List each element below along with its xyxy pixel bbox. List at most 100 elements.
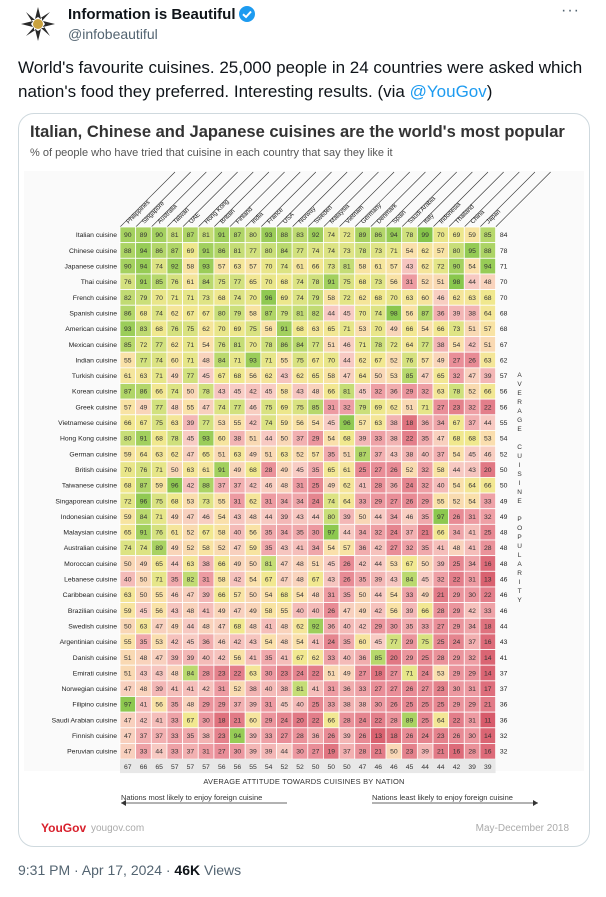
cell-value: 37: [437, 451, 445, 458]
column-header-divider: [119, 171, 176, 228]
cell-value: 33: [327, 655, 335, 662]
cell-value: 72: [124, 498, 132, 505]
cell-value: 62: [359, 295, 367, 302]
cell-value: 70: [327, 357, 335, 364]
cell-value: 70: [249, 342, 257, 349]
cell-value: 42: [359, 623, 367, 630]
cell-value: 82: [312, 310, 320, 317]
cell-value: 49: [421, 592, 429, 599]
cell-value: 49: [343, 670, 351, 677]
column-header-divider: [464, 171, 520, 228]
cell-value: 71: [359, 342, 367, 349]
cell-value: 39: [265, 749, 273, 756]
row-average: 68: [500, 310, 508, 317]
cell-value: 56: [249, 373, 257, 380]
cell-value: 56: [390, 608, 398, 615]
cell-value: 59: [468, 232, 476, 239]
mention-link[interactable]: @YouGov: [409, 82, 487, 101]
cell-value: 40: [124, 577, 132, 584]
row-average: 37: [500, 670, 508, 677]
cell-value: 34: [281, 530, 289, 537]
cell-value: 51: [327, 342, 335, 349]
cell-value: 22: [234, 670, 242, 677]
cell-value: 88: [202, 483, 210, 490]
cell-value: 49: [171, 373, 179, 380]
row-average: 70: [500, 295, 508, 302]
cell-value: 33: [374, 436, 382, 443]
cell-value: 21: [437, 749, 445, 756]
cell-value: 63: [234, 451, 242, 458]
cell-value: 28: [359, 749, 367, 756]
cell-value: 13: [484, 577, 492, 584]
cell-value: 68: [234, 373, 242, 380]
cell-value: 23: [406, 749, 414, 756]
cell-value: 18: [218, 717, 226, 724]
cell-value: 71: [265, 357, 273, 364]
cell-value: 26: [468, 357, 476, 364]
cell-value: 24: [327, 639, 335, 646]
cell-value: 27: [390, 670, 398, 677]
cell-value: 23: [218, 670, 226, 677]
cell-value: 58: [265, 608, 273, 615]
cell-value: 41: [468, 545, 476, 552]
cell-value: 43: [249, 639, 257, 646]
cell-value: 50: [249, 592, 257, 599]
views-label: Views: [200, 862, 242, 878]
cell-value: 41: [187, 686, 195, 693]
right-axis-letter: I: [519, 462, 521, 469]
cell-value: 85: [155, 279, 163, 286]
cell-value: 38: [202, 561, 210, 568]
cell-value: 85: [484, 232, 492, 239]
cell-value: 28: [437, 608, 445, 615]
account-handle[interactable]: @infobeautiful: [68, 26, 158, 42]
cell-value: 94: [140, 264, 148, 271]
cell-value: 29: [406, 389, 414, 396]
more-options-icon[interactable]: ···: [561, 2, 580, 19]
cell-value: 50: [359, 592, 367, 599]
cell-value: 44: [374, 514, 382, 521]
cell-value: 36: [437, 310, 445, 317]
cell-value: 72: [390, 342, 398, 349]
row-label: Thai cuisine: [81, 279, 117, 286]
cell-value: 49: [390, 326, 398, 333]
account-name-row[interactable]: Information is Beautiful: [68, 6, 255, 23]
account-name[interactable]: Information is Beautiful: [68, 6, 236, 23]
cell-value: 34: [468, 623, 476, 630]
row-label: Saudi Arabian cuisine: [52, 717, 118, 724]
row-average: 55: [500, 420, 508, 427]
cell-value: 54: [296, 592, 304, 599]
cell-value: 36: [390, 389, 398, 396]
row-average: 48: [500, 561, 508, 568]
cell-value: 40: [234, 530, 242, 537]
cell-value: 66: [155, 389, 163, 396]
cell-value: 51: [249, 436, 257, 443]
cell-value: 94: [390, 232, 398, 239]
cell-value: 35: [421, 436, 429, 443]
cell-value: 49: [171, 623, 179, 630]
cell-value: 81: [171, 232, 179, 239]
cell-value: 54: [265, 592, 273, 599]
cell-value: 42: [468, 608, 476, 615]
cell-value: 63: [312, 326, 320, 333]
cell-value: 35: [327, 451, 335, 458]
cell-value: 50: [187, 389, 195, 396]
row-average: 68: [500, 326, 508, 333]
image-card[interactable]: Italian, Chinese and Japanese cuisines a…: [18, 113, 590, 847]
column-header-divider: [229, 171, 285, 228]
cell-value: 78: [359, 248, 367, 255]
row-average: 36: [500, 717, 508, 724]
column-header-divider: [291, 171, 348, 228]
avatar[interactable]: [18, 4, 58, 44]
cell-value: 39: [249, 733, 257, 740]
row-label: Norwegian cuisine: [61, 686, 117, 693]
timestamp[interactable]: 9:31 PM · Apr 17, 2024 ·: [18, 862, 175, 878]
cell-value: 63: [281, 451, 289, 458]
right-axis-letter: N: [517, 489, 522, 496]
cell-value: 80: [249, 232, 257, 239]
row-average: 62: [500, 357, 508, 364]
cell-value: 32: [374, 530, 382, 537]
cell-value: 81: [234, 248, 242, 255]
cell-value: 42: [234, 577, 242, 584]
cell-value: 35: [343, 592, 351, 599]
row-label: Singaporean cuisine: [55, 498, 117, 505]
